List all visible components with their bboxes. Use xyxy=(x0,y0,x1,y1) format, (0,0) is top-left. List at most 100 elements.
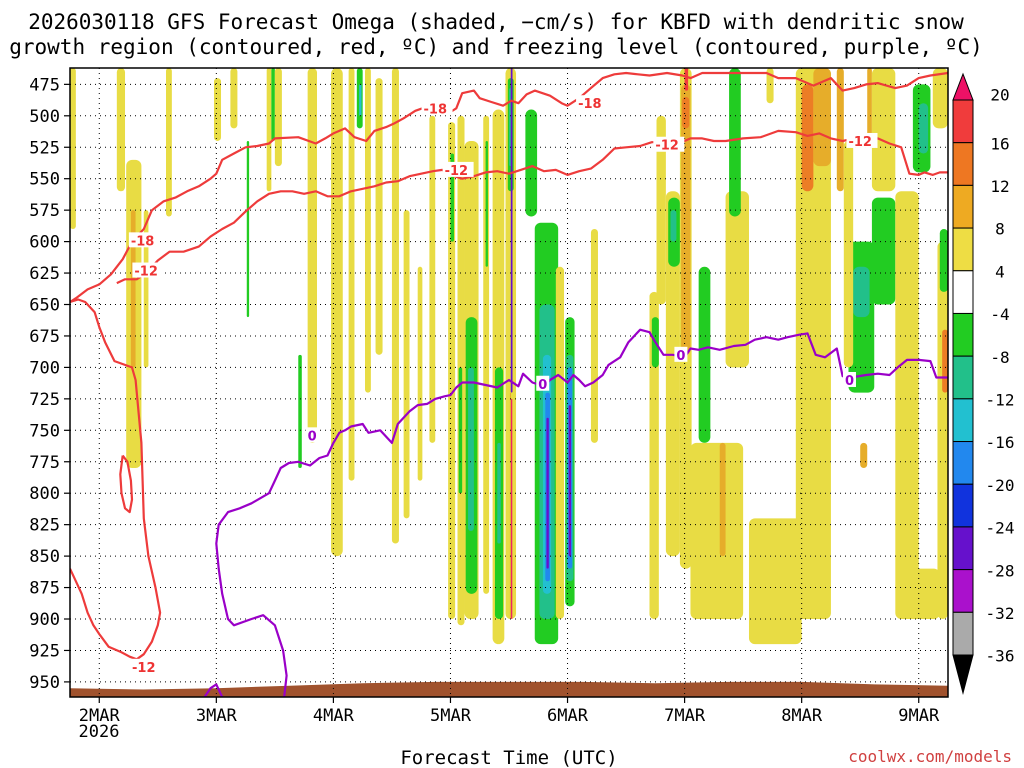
contour-label-bg xyxy=(846,132,878,148)
contour-label: 0 xyxy=(538,378,547,393)
omega-region-green xyxy=(729,68,741,217)
contour-label-bg xyxy=(653,136,685,152)
omega-region-yellow xyxy=(448,122,456,620)
x-tick-label: 9MAR xyxy=(898,706,940,726)
x-tick-label: 8MAR xyxy=(781,706,823,726)
colorbar-segment xyxy=(952,99,974,144)
omega-region-gold xyxy=(813,68,831,167)
omega-region-orange xyxy=(801,84,814,192)
omega-region-yellow xyxy=(70,68,76,230)
y-tick-label: 875 xyxy=(29,579,60,599)
omega-region-yellow xyxy=(165,68,172,217)
contour-label: -12 xyxy=(132,661,156,676)
colorbar-label: -24 xyxy=(986,519,1015,538)
colorbar-segment xyxy=(952,441,974,485)
colorbar-label: -32 xyxy=(986,604,1015,623)
y-tick-label: 500 xyxy=(29,107,60,127)
dgz-contour-3 xyxy=(119,454,134,514)
contour-label: -12 xyxy=(134,265,158,280)
y-tick-label: 650 xyxy=(29,296,60,316)
colorbar-segment xyxy=(952,312,974,357)
omega-region-yellow xyxy=(690,442,744,620)
y-tick-label: 475 xyxy=(29,75,60,95)
contour-label: -18 xyxy=(424,102,448,117)
contour-labels: -18 -12 -12 0 -18 -18 -12 -12 -12 0 0 0 xyxy=(128,95,878,676)
omega-region-yellow xyxy=(725,191,749,368)
y-tick-label: 850 xyxy=(29,547,60,567)
omega-region-yellow xyxy=(307,68,318,443)
omega-region-yellow xyxy=(348,68,355,481)
omega-region-gold xyxy=(860,442,868,469)
x-tick-label: 7MAR xyxy=(664,706,706,726)
y-tick-label: 575 xyxy=(29,201,60,221)
contour-label: 0 xyxy=(308,429,317,444)
colorbar-segment xyxy=(952,184,974,229)
omega-region-yellow xyxy=(505,68,517,620)
colorbar-label: -28 xyxy=(986,561,1015,580)
colorbar-segment xyxy=(952,355,974,400)
omega-region-yellow xyxy=(843,140,854,368)
colorbar-label: 4 xyxy=(995,262,1005,281)
colorbar-label: -8 xyxy=(990,348,1009,367)
colorbar-bottom-arrow xyxy=(952,654,974,695)
omega-region-yellow xyxy=(555,266,565,620)
omega-region-yellow xyxy=(213,78,222,141)
colorbar-label: 20 xyxy=(990,86,1009,105)
omega-region-gold xyxy=(130,210,136,368)
chart-title-line-1: 2026030118 GFS Forecast Omega (shaded, −… xyxy=(28,10,964,34)
colorbar-label: -36 xyxy=(986,647,1015,666)
x-axis-year: 2026 xyxy=(79,722,120,742)
contour-label: -12 xyxy=(655,139,679,154)
omega-region-green xyxy=(871,197,896,305)
contour-label: -12 xyxy=(848,135,872,150)
colorbar-segment xyxy=(952,611,974,656)
omega-region-yellow xyxy=(331,68,343,557)
omega-region-yellow xyxy=(795,68,831,620)
x-tick-label: 6MAR xyxy=(547,706,589,726)
dgz-contour-2 xyxy=(70,298,162,661)
dgz-contour-1 xyxy=(116,129,948,285)
y-tick-label: 775 xyxy=(29,453,60,473)
omega-region-teal xyxy=(468,367,474,531)
contour-label: 0 xyxy=(845,374,854,389)
y-tick-label: 900 xyxy=(29,610,60,630)
x-tick-label: 2MAR xyxy=(79,706,121,726)
dgz-contour-0 xyxy=(70,71,948,303)
y-tick-label: 600 xyxy=(29,233,60,253)
omega-region-yellow xyxy=(429,115,436,443)
colorbar-top-arrow xyxy=(952,72,974,101)
freezing-level-contour-4 xyxy=(203,683,224,697)
contour-label: -18 xyxy=(578,97,602,112)
contour-label-bg xyxy=(536,375,550,391)
omega-region-teal xyxy=(497,442,501,544)
y-tick-label: 925 xyxy=(29,641,60,661)
x-axis-ticks: 2MAR 3MAR 4MAR 5MAR 6MAR 7MAR 8MAR 9MAR xyxy=(79,697,940,726)
terrain-surface xyxy=(70,681,948,697)
omega-region-red xyxy=(684,68,689,91)
omega-region-yellow xyxy=(665,191,680,557)
y-tick-label: 800 xyxy=(29,484,60,504)
omega-region-green xyxy=(698,266,711,443)
omega-region-gold xyxy=(719,442,726,557)
plot-frame xyxy=(69,67,949,698)
contour-label-bg xyxy=(305,427,319,443)
colorbar-label: 16 xyxy=(990,134,1009,153)
omega-region-gold xyxy=(836,68,844,192)
omega-region-yellow xyxy=(895,191,919,620)
omega-region-purple xyxy=(546,417,549,569)
colorbar-segment xyxy=(952,142,974,186)
omega-region-purple xyxy=(568,405,572,557)
omega-region-yellow xyxy=(932,68,948,129)
omega-region-yellow xyxy=(417,266,423,481)
y-axis-ticks: 475 500 525 550 575 600 625 650 675 700 725 750 775 8… xyxy=(29,75,70,693)
contour-label-bg xyxy=(128,232,160,248)
contour-label-bg xyxy=(421,100,453,116)
y-tick-label: 525 xyxy=(29,138,60,158)
colorbar-segment xyxy=(952,270,974,314)
omega-region-magenta xyxy=(511,398,513,620)
y-tick-label: 550 xyxy=(29,170,60,190)
omega-region-cyan xyxy=(359,84,362,116)
contour-layer xyxy=(70,71,948,697)
colorbar-label: 12 xyxy=(990,177,1009,196)
